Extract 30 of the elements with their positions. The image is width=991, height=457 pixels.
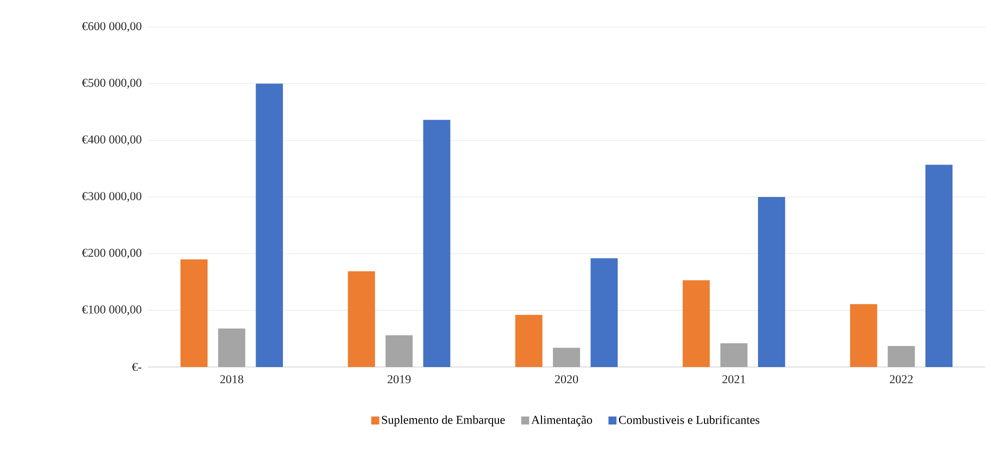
y-tick-label: €400 000,00 — [82, 135, 142, 146]
legend-label: Alimentação — [531, 415, 592, 426]
y-tick-label: €500 000,00 — [82, 78, 142, 89]
bar — [180, 259, 208, 367]
y-tick-label: €100 000,00 — [82, 305, 142, 316]
y-tick-label: €200 000,00 — [82, 248, 142, 259]
bar — [348, 271, 375, 367]
legend-label: Combustiveis e Lubrificantes — [618, 415, 760, 424]
bar — [423, 120, 450, 367]
y-tick-label: €- — [132, 362, 142, 372]
x-tick-label: 2019 — [388, 375, 411, 384]
bar — [888, 346, 915, 367]
bar — [758, 197, 786, 367]
bar — [720, 343, 748, 367]
x-tick-label: 2022 — [890, 375, 913, 384]
bar — [256, 84, 283, 367]
bar — [925, 164, 953, 367]
y-tick-label: €300 000,00 — [82, 192, 142, 202]
bar — [850, 304, 878, 367]
x-tick-label: 2021 — [722, 375, 746, 384]
bar — [682, 280, 710, 367]
bar — [218, 328, 246, 367]
bar — [590, 258, 618, 367]
x-tick-label: 2020 — [555, 375, 578, 384]
legend-label: Suplemento de Embarque — [382, 415, 505, 426]
y-tick-label: €600 000,00 — [82, 22, 142, 32]
x-tick-label: 2018 — [220, 375, 244, 384]
bar — [515, 314, 542, 367]
bar — [552, 348, 580, 367]
bar — [386, 335, 413, 367]
